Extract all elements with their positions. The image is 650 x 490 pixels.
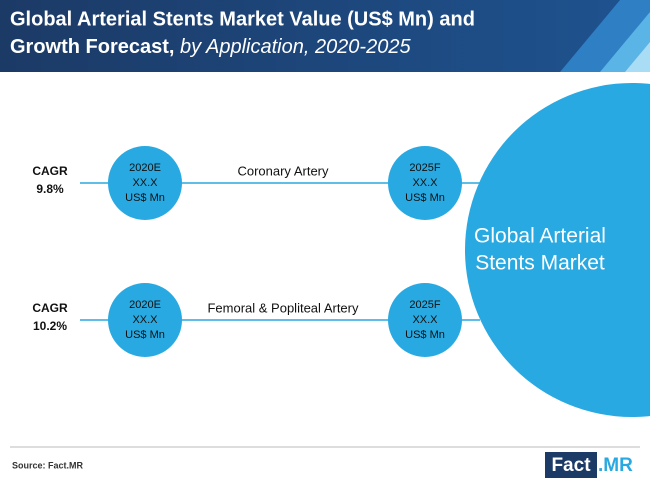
cagr-label: CAGR [32,301,68,315]
circle-text: US$ Mn [405,192,445,204]
market-shape [465,83,650,417]
circle-text: 2020E [129,299,161,311]
source: Source: Fact.MR [12,460,84,470]
title: Global Arterial Stents Market Value (US$… [10,8,475,30]
cagr-value: 10.2% [33,319,67,333]
segment-label: Coronary Artery [237,163,329,178]
logo: Fact [551,455,591,476]
circle-text: XX.X [132,314,158,326]
logo: .MR [598,455,633,476]
value-circle [108,146,182,220]
value-circle [388,146,462,220]
circle-text: 2020E [129,162,161,174]
header-band [0,0,650,72]
cagr-value: 9.8% [36,182,64,196]
segment-label: Femoral & Popliteal Artery [207,300,359,315]
market-label: Stents Market [475,252,605,275]
circle-text: US$ Mn [125,192,165,204]
value-circle [388,283,462,357]
cagr-label: CAGR [32,164,68,178]
circle-text: XX.X [412,177,438,189]
circle-text: 2025F [409,162,440,174]
header-stripe [625,42,650,72]
title: Growth Forecast, by Application, 2020-20… [10,36,411,58]
circle-text: 2025F [409,299,440,311]
title-italic: by Application, 2020-2025 [180,36,411,58]
circle-text: XX.X [132,177,158,189]
circle-text: US$ Mn [405,329,445,341]
rows: CAGR 9.8% 2020E XX.X US$ Mn 2025F XX.X US$ Mn Co… [32,146,480,357]
value-circle [108,283,182,357]
title-bold: Growth Forecast, [10,36,174,58]
circle-text: US$ Mn [125,329,165,341]
market-label: Global Arterial [474,225,606,248]
circle-text: XX.X [412,314,438,326]
logo-box [545,452,597,478]
